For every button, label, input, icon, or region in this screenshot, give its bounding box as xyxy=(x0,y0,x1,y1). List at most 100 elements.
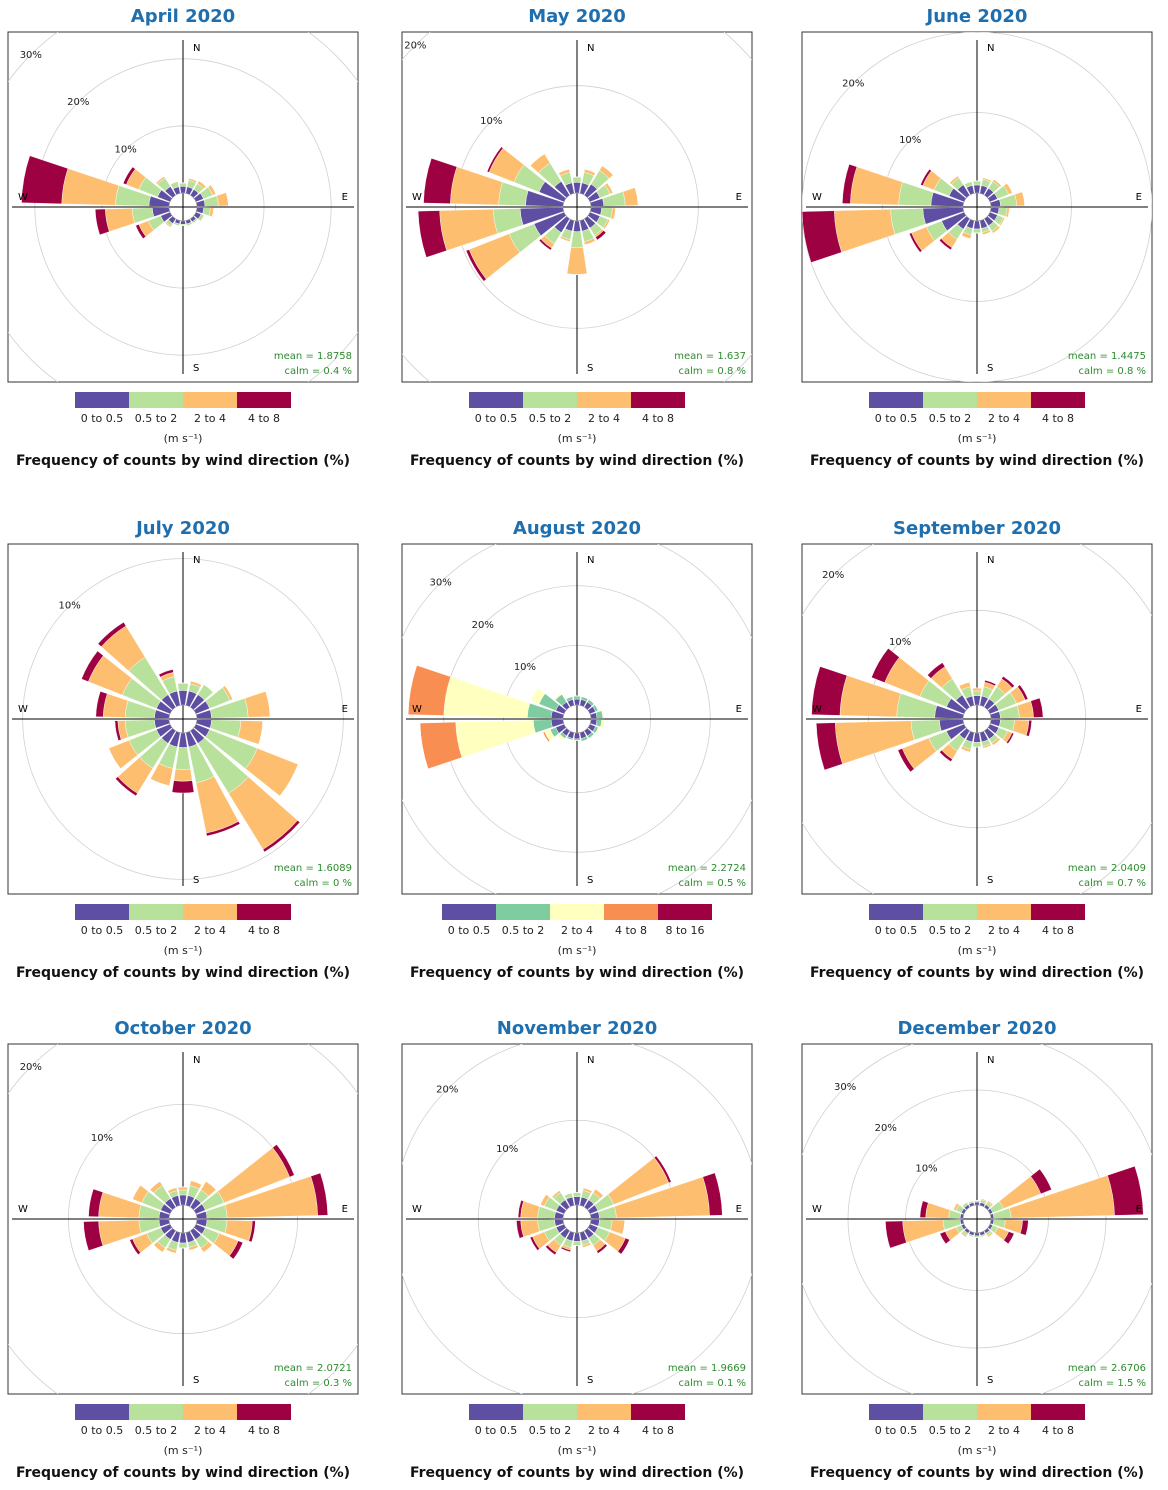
radial-tick-label: 10% xyxy=(899,135,921,146)
petal-segment xyxy=(596,1243,608,1254)
petal-segment xyxy=(984,679,997,687)
legend-label: 0 to 0.5 xyxy=(875,412,918,425)
petal-segment xyxy=(988,1233,994,1238)
radial-tick-label: 20% xyxy=(67,97,89,108)
petal-segment xyxy=(927,662,946,679)
petal-segment xyxy=(465,249,487,282)
petal-segment xyxy=(596,727,601,735)
petal-segment xyxy=(81,650,104,682)
petal-segment xyxy=(617,1237,630,1255)
legend-swatch xyxy=(442,904,496,920)
radial-tick-label: 20% xyxy=(20,1062,42,1073)
petal-segment xyxy=(95,691,108,718)
compass-label: N xyxy=(193,43,200,54)
petal-segment xyxy=(95,208,110,236)
petal-segment xyxy=(258,721,264,745)
legend-swatch xyxy=(631,392,685,408)
petal-segment xyxy=(572,1241,582,1246)
legend-swatch xyxy=(523,392,577,408)
petal-segment xyxy=(486,146,504,173)
legend-swatch xyxy=(129,904,183,920)
chart-title: December 2020 xyxy=(897,1018,1056,1039)
legend-label: 0 to 0.5 xyxy=(875,1424,918,1437)
petal-segment xyxy=(972,228,982,234)
petal-segment xyxy=(83,1221,104,1251)
petal-segment xyxy=(173,768,193,782)
compass-label: S xyxy=(587,875,593,886)
petal-segment xyxy=(530,153,545,166)
petal-segment xyxy=(982,177,992,181)
radial-tick-label: 10% xyxy=(889,637,911,648)
compass-label: W xyxy=(18,192,28,203)
legend-label: 0.5 to 2 xyxy=(929,1424,972,1437)
radial-tick-label: 10% xyxy=(480,116,502,127)
legend-label: 0 to 0.5 xyxy=(475,412,518,425)
legend-swatch xyxy=(923,904,977,920)
petal-segment xyxy=(538,238,553,251)
legend-swatch xyxy=(923,1404,977,1420)
legend-label: 0.5 to 2 xyxy=(135,412,178,425)
petal-segment xyxy=(993,227,1001,234)
compass-label: E xyxy=(1136,1204,1142,1215)
legend-label: 0.5 to 2 xyxy=(502,924,545,937)
petal-segment xyxy=(964,181,972,185)
compass-label: S xyxy=(193,1375,199,1386)
compass-label: S xyxy=(987,363,993,374)
petal-segment xyxy=(178,1189,188,1196)
calm-circle xyxy=(168,192,198,222)
legend-swatch xyxy=(129,1404,183,1420)
petal-segment xyxy=(909,232,923,253)
stat-annotation: mean = 2.2724 xyxy=(668,863,746,874)
unit-label: (m s⁻¹) xyxy=(164,944,203,957)
calm-circle xyxy=(168,1204,198,1234)
petal-segment xyxy=(155,176,165,184)
legend-label: 2 to 4 xyxy=(194,1424,226,1437)
legend-label: 4 to 8 xyxy=(615,924,647,937)
legend-swatch xyxy=(1031,392,1085,408)
compass-label: N xyxy=(193,555,200,566)
legend-label: 0 to 0.5 xyxy=(81,412,124,425)
legend-label: 0 to 0.5 xyxy=(875,924,918,937)
legend-swatch xyxy=(869,392,923,408)
petal-segment xyxy=(573,695,581,700)
petal-segment xyxy=(974,1201,980,1206)
petal-segment xyxy=(972,741,982,748)
legend-swatch xyxy=(183,392,237,408)
petal-segment xyxy=(225,192,229,206)
petal-segment xyxy=(1017,684,1029,701)
radial-tick-label: 10% xyxy=(91,1133,113,1144)
chart-title: October 2020 xyxy=(114,1018,251,1039)
petal-segment xyxy=(973,220,981,230)
radial-tick-label: 20% xyxy=(404,40,426,51)
legend-label: 4 to 8 xyxy=(248,1424,280,1437)
radial-tick-label: 20% xyxy=(842,78,864,89)
unit-label: (m s⁻¹) xyxy=(558,944,597,957)
legend-swatch xyxy=(658,904,712,920)
petal-segment xyxy=(573,1232,581,1242)
compass-label: N xyxy=(587,1055,594,1066)
legend-swatch xyxy=(237,392,291,408)
petal-segment xyxy=(229,1240,244,1260)
petal-segment xyxy=(973,695,981,706)
petal-segment xyxy=(180,220,186,225)
petal-segment xyxy=(988,1200,994,1205)
stat-annotation: mean = 2.0409 xyxy=(1068,863,1146,874)
petal-segment xyxy=(603,719,605,728)
petal-segment xyxy=(564,1192,572,1196)
petal-segment xyxy=(960,748,971,753)
petal-segment xyxy=(595,230,607,241)
legend-label: 4 to 8 xyxy=(1042,412,1074,425)
compass-label: E xyxy=(342,1204,348,1215)
legend-swatch xyxy=(523,1404,577,1420)
petal-segment xyxy=(178,1242,188,1249)
legend-swatch xyxy=(923,392,977,408)
chart-title: November 2020 xyxy=(497,1018,657,1039)
legend-label: 4 to 8 xyxy=(642,1424,674,1437)
petal-segment xyxy=(702,1172,723,1216)
petal-segment xyxy=(920,168,932,186)
